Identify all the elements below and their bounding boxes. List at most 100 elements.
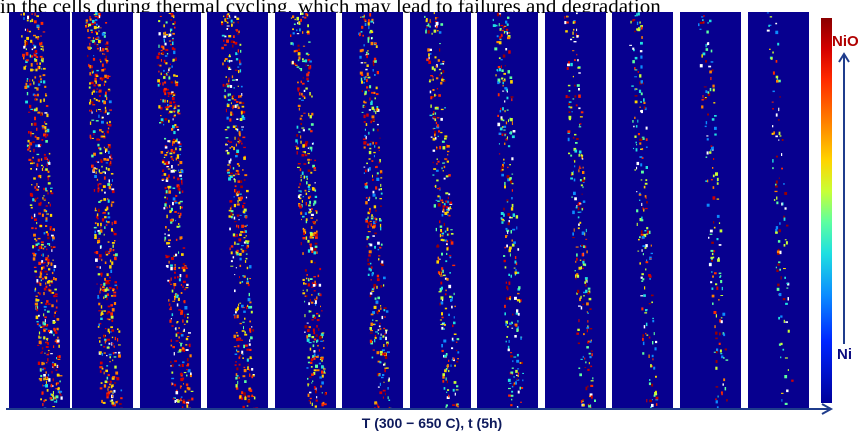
speckle [234,353,238,355]
speckle [439,43,441,45]
speckle [439,275,443,277]
speckle [644,286,646,290]
speckle [582,200,586,203]
speckle [310,366,313,368]
speckle [237,377,240,379]
speckle [46,342,48,344]
speckle [711,252,714,256]
speckle [508,177,511,181]
speckle [98,322,102,325]
speckle [39,175,42,179]
speckle [450,241,454,245]
speckle [188,343,191,348]
speckle [300,68,303,72]
speckle [711,294,715,298]
speckle [110,173,114,175]
speckle [718,342,721,345]
speckle [110,326,113,329]
speckle [308,277,310,280]
speckle [367,225,369,228]
micrograph-panel [342,12,403,408]
speckle [770,57,773,60]
speckle [307,377,309,380]
speckle [101,131,104,133]
speckle [309,115,312,119]
speckle [438,291,442,293]
speckle [585,361,587,364]
speckle [648,303,651,305]
speckle [383,276,386,280]
speckle [226,151,230,155]
speckle [170,264,173,267]
speckle [446,209,449,211]
speckle [245,257,248,260]
speckle [361,90,363,92]
speckle [178,191,181,194]
speckle [372,118,375,122]
speckle [247,284,250,287]
speckle [172,38,174,41]
speckle [713,102,716,104]
speckle [503,30,505,34]
speckle [50,279,53,281]
speckle [510,274,512,278]
speckle [246,245,249,248]
speckle [114,336,117,341]
speckle [174,276,176,279]
speckle [86,22,88,26]
speckle [177,186,180,188]
speckle [236,128,239,131]
speckle [308,112,310,117]
speckle [23,56,25,60]
speckle [447,207,450,211]
speckle [173,397,176,399]
speckle [309,278,313,280]
speckle [45,205,48,207]
speckle [573,159,576,161]
speckle [653,332,655,336]
speckle [451,347,454,350]
speckle [717,258,720,262]
speckle [582,186,584,189]
speckle [638,193,642,196]
speckle [451,340,455,342]
speckle [187,399,191,402]
speckle [502,119,505,122]
speckle [45,362,48,364]
speckle [440,131,443,134]
speckle [316,230,318,233]
speckle [440,286,443,290]
speckle [632,20,634,22]
speckle [36,87,39,91]
speckle [441,267,444,271]
speckle [383,363,385,366]
speckle [772,167,774,170]
speckle [171,371,174,374]
speckle [224,95,227,99]
speckle [711,69,714,72]
speckle [29,150,32,152]
speckle [164,203,167,207]
speckle [373,305,377,309]
speckle [109,109,112,111]
speckle [225,150,227,152]
speckle [517,375,519,377]
speckle [111,336,114,339]
speckle [45,211,48,213]
speckle [439,319,442,321]
speckle [40,398,42,401]
speckle [705,156,708,158]
speckle [235,332,238,334]
speckle [370,141,372,143]
speckle [500,24,504,27]
speckle [572,170,574,174]
speckle [315,236,318,239]
speckle [104,106,107,110]
speckle [103,288,106,292]
speckle [579,373,582,377]
speckle [374,339,376,343]
speckle [246,358,249,362]
speckle [112,249,115,252]
speckle [160,49,163,51]
speckle [98,183,102,185]
